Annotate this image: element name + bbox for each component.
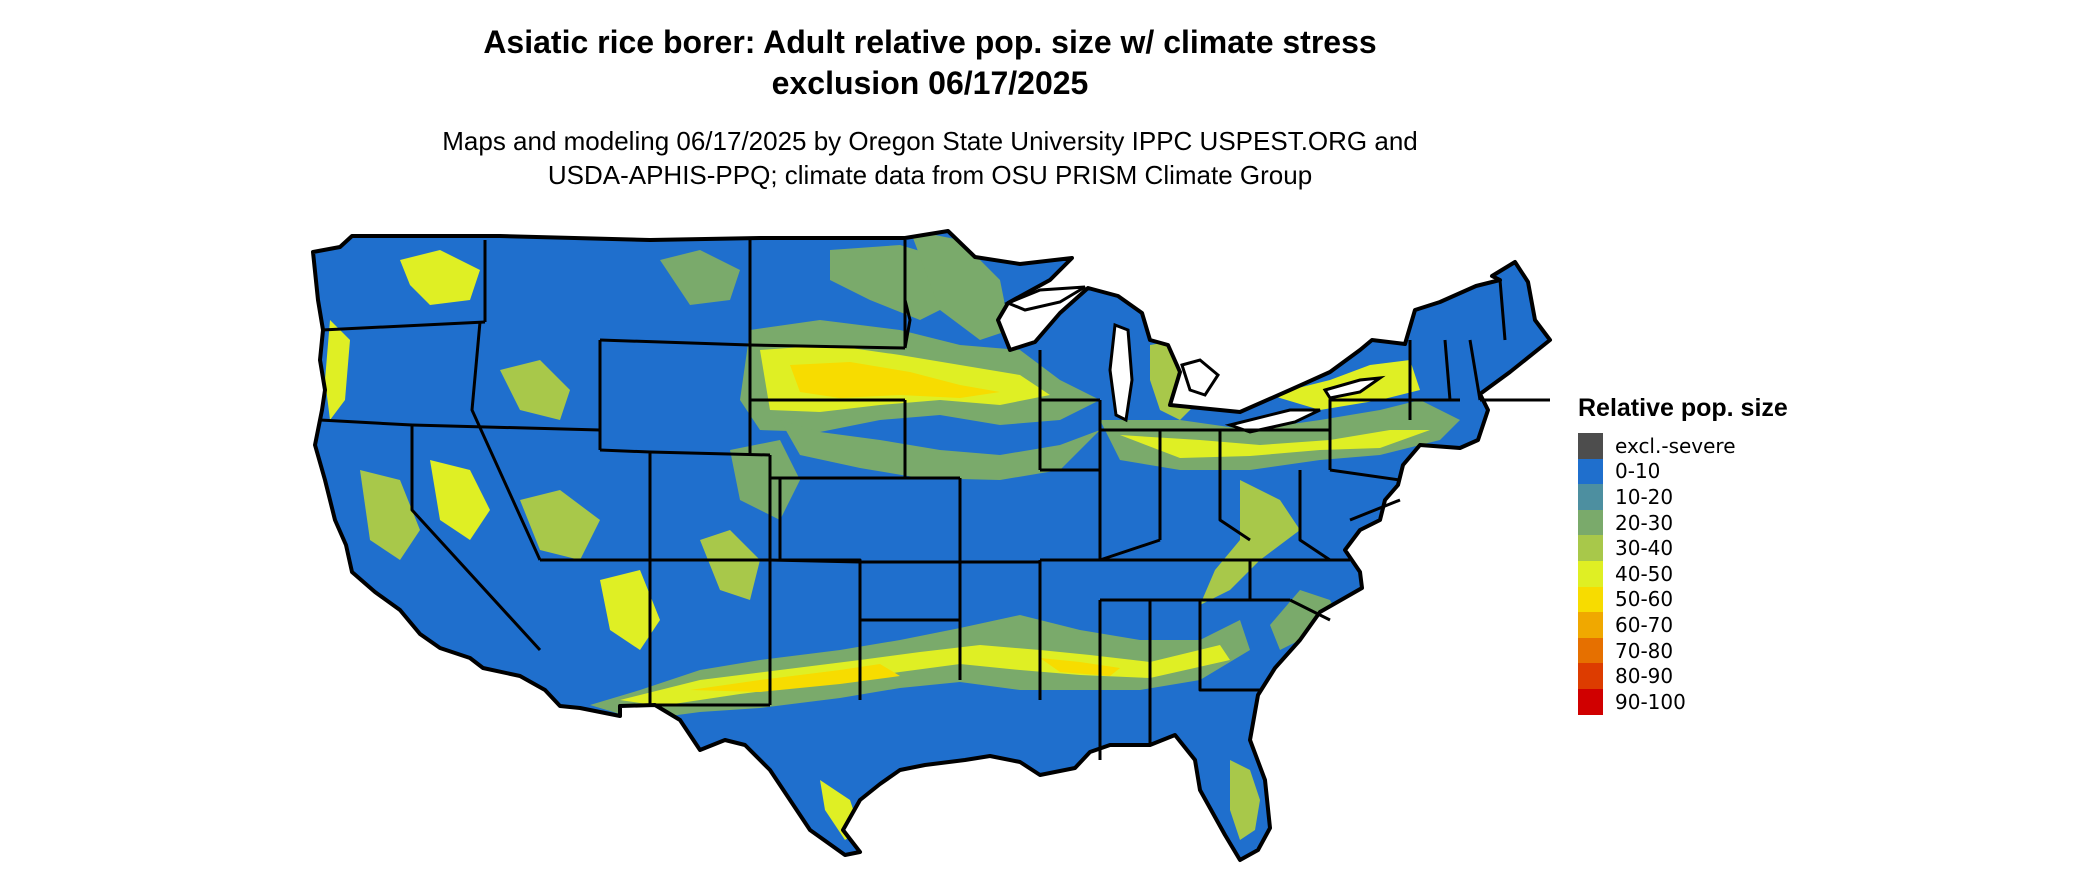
state-border: [410, 425, 542, 652]
suitability-zone: [690, 664, 900, 692]
legend-item: 20-30: [1578, 509, 1788, 536]
suitability-zone: [500, 360, 570, 420]
legend-item: 80-90: [1578, 663, 1788, 689]
great-lakes: [1004, 285, 1386, 434]
map-title: Asiatic rice borer: Adult relative pop. …: [0, 22, 1860, 104]
legend-swatch: [1578, 612, 1603, 638]
legend-swatch: [1578, 433, 1603, 459]
suitability-zone: [1120, 430, 1430, 458]
state-border: [1349, 498, 1401, 522]
legend-swatch: [1578, 560, 1603, 587]
state-border: [1468, 339, 1482, 401]
state-border: [1328, 398, 1410, 430]
legend: Relative pop. size excl.-severe 0-10 10-20…: [1578, 394, 1788, 715]
legend-item: 60-70: [1578, 612, 1788, 638]
state-border: [1289, 598, 1331, 622]
suitability-zone: [780, 420, 1100, 480]
legend-swatch: [1578, 458, 1603, 485]
legend-swatch: [1578, 509, 1603, 536]
lake: [1004, 285, 1086, 312]
legend-label: 90-100: [1615, 689, 1686, 714]
legend-swatch: [1578, 484, 1603, 510]
legend-swatch: [1578, 637, 1603, 664]
legend-item: 30-40: [1578, 535, 1788, 561]
state-border: [1498, 279, 1507, 341]
suitability-zone: [1200, 480, 1300, 605]
suitability-zone: [600, 570, 660, 650]
state-border: [780, 558, 862, 700]
state-border: [1198, 600, 1260, 692]
lake: [1322, 375, 1386, 400]
legend-label: 80-90: [1615, 664, 1674, 689]
legend-swatch: [1578, 663, 1603, 689]
legend-item: 40-50: [1578, 560, 1788, 587]
suitability-zone: [520, 490, 600, 560]
suitability-zone: [360, 470, 420, 560]
map-subtitle: Maps and modeling 06/17/2025 by Oregon S…: [0, 124, 1860, 192]
legend-item: 90-100: [1578, 688, 1788, 715]
map-title-line-2: exclusion 06/17/2025: [771, 65, 1089, 101]
suitability-zone: [400, 250, 480, 305]
state-border: [599, 338, 751, 347]
state-border: [319, 418, 413, 427]
legend-item: 50-60: [1578, 586, 1788, 613]
state-border: [903, 299, 912, 349]
lake: [1180, 358, 1220, 397]
legend-label: 40-50: [1615, 561, 1674, 586]
legend-swatch: [1578, 688, 1603, 715]
map-title-line-1: Asiatic rice borer: Adult relative pop. …: [483, 24, 1377, 60]
legend-swatch: [1578, 586, 1603, 613]
legend-label: 20-30: [1615, 510, 1674, 535]
legend-swatch: [1578, 535, 1603, 561]
map-subtitle-line-2: USDA-APHIS-PPQ; climate data from OSU PR…: [547, 160, 1313, 190]
legend-item: 0-10: [1578, 458, 1788, 485]
legend-label: 70-80: [1615, 638, 1674, 663]
state-borders: [319, 240, 1550, 760]
state-border: [1218, 430, 1251, 542]
suitability-zone: [660, 250, 740, 305]
suitability-zone: [730, 440, 800, 520]
state-border: [1099, 538, 1161, 562]
lake: [1108, 322, 1134, 423]
legend-item: 70-80: [1578, 637, 1788, 664]
legend-item: excl.-severe: [1578, 433, 1788, 459]
suitability-zone: [620, 645, 1230, 706]
us-outline: [311, 229, 1552, 862]
suitability-zone: [430, 460, 490, 540]
state-border: [1443, 339, 1452, 401]
legend-label: 10-20: [1615, 484, 1674, 509]
state-border: [1329, 468, 1401, 482]
legend-label: excl.-severe: [1615, 433, 1736, 458]
map-subtitle-line-1: Maps and modeling 06/17/2025 by Oregon S…: [442, 126, 1418, 156]
suitability-zone: [1230, 760, 1260, 840]
legend-label: 60-70: [1615, 612, 1674, 637]
state-border: [470, 321, 542, 561]
suitability-zone: [790, 362, 1000, 398]
legend-title: Relative pop. size: [1578, 394, 1788, 422]
state-border: [411, 423, 601, 432]
suitability-zone: [1270, 590, 1340, 650]
suitability-zone: [325, 320, 350, 420]
legend-item: 10-20: [1578, 484, 1788, 510]
legend-label: 50-60: [1615, 587, 1674, 612]
legend-label: 30-40: [1615, 536, 1674, 561]
suitability-zone: [910, 231, 1010, 340]
suitability-zone: [700, 530, 760, 600]
state-border: [1298, 470, 1331, 562]
state-border: [321, 320, 486, 332]
legend-items: excl.-severe 0-10 10-20 20-30 30-40 40-50 50-6…: [1578, 433, 1788, 715]
legend-label: 0-10: [1615, 459, 1661, 484]
state-border: [749, 343, 906, 350]
